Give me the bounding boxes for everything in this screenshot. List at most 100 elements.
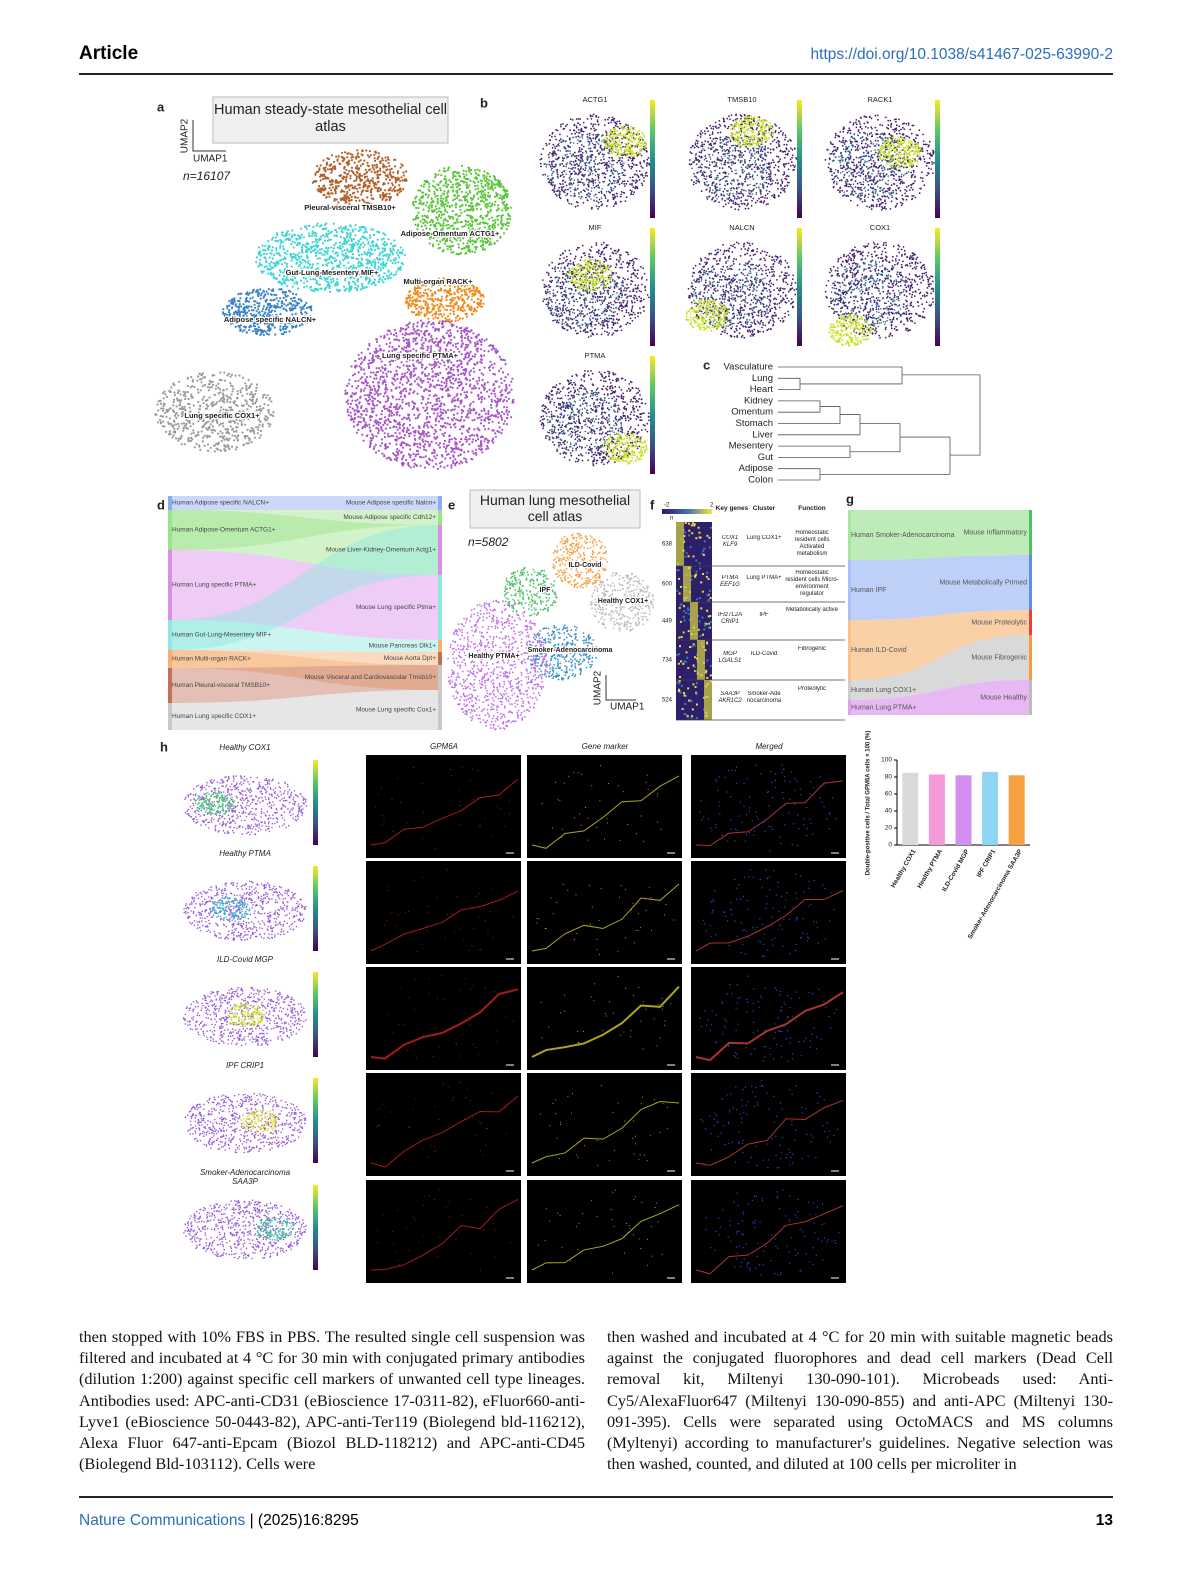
tissue-label: Stomach: [736, 418, 774, 429]
function-text: Metabolically active: [786, 607, 838, 613]
sample-label: Smoker-Adenocarcinoma SAA3P: [199, 1168, 291, 1187]
heatmap-cell: [676, 589, 679, 592]
sankey-label: Human Lung specific PTMA+: [172, 582, 257, 589]
sankey-node: [438, 510, 442, 525]
sankey-label: Human Lung COX1+: [851, 687, 916, 694]
heatmap-cell: [698, 531, 701, 534]
axis-label: UMAP2: [593, 670, 604, 705]
heatmap-cell: [699, 536, 702, 539]
heatmap-cell: [683, 693, 686, 696]
scale-label: n: [670, 516, 673, 522]
umap-cloud: [183, 1199, 307, 1260]
heatmap-cell: [676, 681, 679, 684]
heatmap-cell: [694, 685, 697, 688]
heatmap-cell: [680, 585, 683, 588]
heatmap-cell: [687, 687, 690, 690]
micrograph: [527, 755, 682, 858]
sankey-node: [438, 496, 442, 510]
umap-cloud: [311, 149, 408, 207]
sankey-label: Human Adipose specific NALCN+: [172, 500, 269, 507]
heatmap-cell: [690, 700, 693, 703]
heatmap-cell: [703, 547, 706, 550]
umap-cloud: [254, 1216, 295, 1241]
heatmap-cell: [695, 537, 698, 540]
heatmap-cell: [692, 643, 695, 646]
sankey-flow: [172, 510, 438, 550]
umap-cloud: [687, 241, 798, 339]
sankey-node: [168, 703, 172, 730]
heatmap-cell: [695, 682, 698, 685]
heatmap-cell: [678, 682, 681, 685]
citation: | (2025)16:8295: [249, 1512, 359, 1529]
umap-cloud: [567, 258, 612, 292]
heatmap-cell: [697, 628, 700, 631]
tissue-label: Gut: [758, 452, 774, 463]
table-header: Key genes: [716, 505, 749, 512]
bar: [902, 772, 919, 845]
n-label: n=16107: [183, 169, 231, 183]
heatmap-cell: [702, 708, 705, 711]
heatmap-cell: [693, 523, 696, 526]
panel-letter: c: [703, 357, 710, 372]
heatmap-cell: [706, 609, 709, 612]
bar: [928, 774, 945, 845]
heatmap-cell: [678, 577, 681, 580]
row-count: 524: [662, 698, 673, 704]
heatmap-cell: [682, 615, 685, 618]
heatmap-cell: [695, 657, 698, 660]
cluster-label: Multi-organ RACK+: [404, 277, 474, 286]
heatmap-cell: [701, 590, 704, 593]
heatmap-cell: [709, 674, 712, 677]
sankey-label: Mouse Lung specific Cox1+: [356, 707, 436, 714]
row-count: 600: [662, 582, 673, 588]
colorbar: [650, 228, 655, 346]
sankey-label: Human Lung PTMA+: [851, 704, 917, 711]
umap-cloud: [184, 1092, 307, 1154]
umap-cloud: [699, 975, 837, 1063]
tissue-label: Vasculature: [724, 362, 773, 373]
heatmap-cell: [692, 683, 695, 686]
journal-name[interactable]: Nature Communications: [79, 1512, 246, 1529]
heatmap-cell: [688, 618, 691, 621]
key-genes: MGP LGALS1: [719, 651, 742, 664]
umap-cloud: [182, 986, 307, 1047]
heatmap-cell: [678, 680, 681, 683]
function-text: Homeostatic resident cells Micro-environ…: [785, 570, 839, 597]
umap-cloud: [539, 370, 650, 467]
umap-cloud: [544, 132, 625, 202]
umap-cloud: [589, 571, 655, 632]
sankey-label: Human ILD-Covid: [851, 647, 907, 654]
umap-cloud: [700, 1079, 839, 1169]
heatmap-cell: [683, 610, 686, 613]
cluster-name: ILD-Covid: [750, 651, 778, 657]
row-count: 638: [662, 542, 673, 548]
sankey-node: [168, 550, 172, 620]
function-text: Proteolytic: [798, 686, 826, 692]
tissue-label: Omentum: [731, 407, 773, 418]
heatmap-cell: [695, 669, 698, 672]
heatmap-cell: [695, 691, 698, 694]
colorbar: [797, 228, 802, 346]
channel-title: Gene marker: [582, 742, 629, 751]
umap-cloud: [824, 114, 935, 211]
umap-cloud: [384, 869, 514, 952]
heatmap-cell: [706, 571, 709, 574]
heatmap-cell: [685, 713, 688, 716]
colorbar: [935, 100, 940, 218]
cluster-label: IPF: [540, 587, 552, 594]
sankey-flow: [851, 680, 1029, 715]
heatmap-cell: [678, 592, 681, 595]
sankey-flow: [172, 650, 438, 668]
row-count: 449: [662, 619, 673, 625]
heatmap-block: [697, 640, 705, 680]
table-header: Cluster: [753, 505, 775, 512]
umap-cloud: [829, 132, 910, 201]
cluster-name: Lung PTMA+: [746, 575, 782, 581]
umap-cloud: [240, 1108, 279, 1134]
sankey-node: [848, 700, 851, 715]
key-genes: COX1 KLF9: [722, 535, 738, 548]
doi-link[interactable]: https://doi.org/10.1038/s41467-025-63990…: [810, 46, 1113, 63]
heatmap-cell: [704, 649, 707, 652]
colorbar: [313, 1078, 318, 1163]
heatmap-cell: [694, 575, 697, 578]
